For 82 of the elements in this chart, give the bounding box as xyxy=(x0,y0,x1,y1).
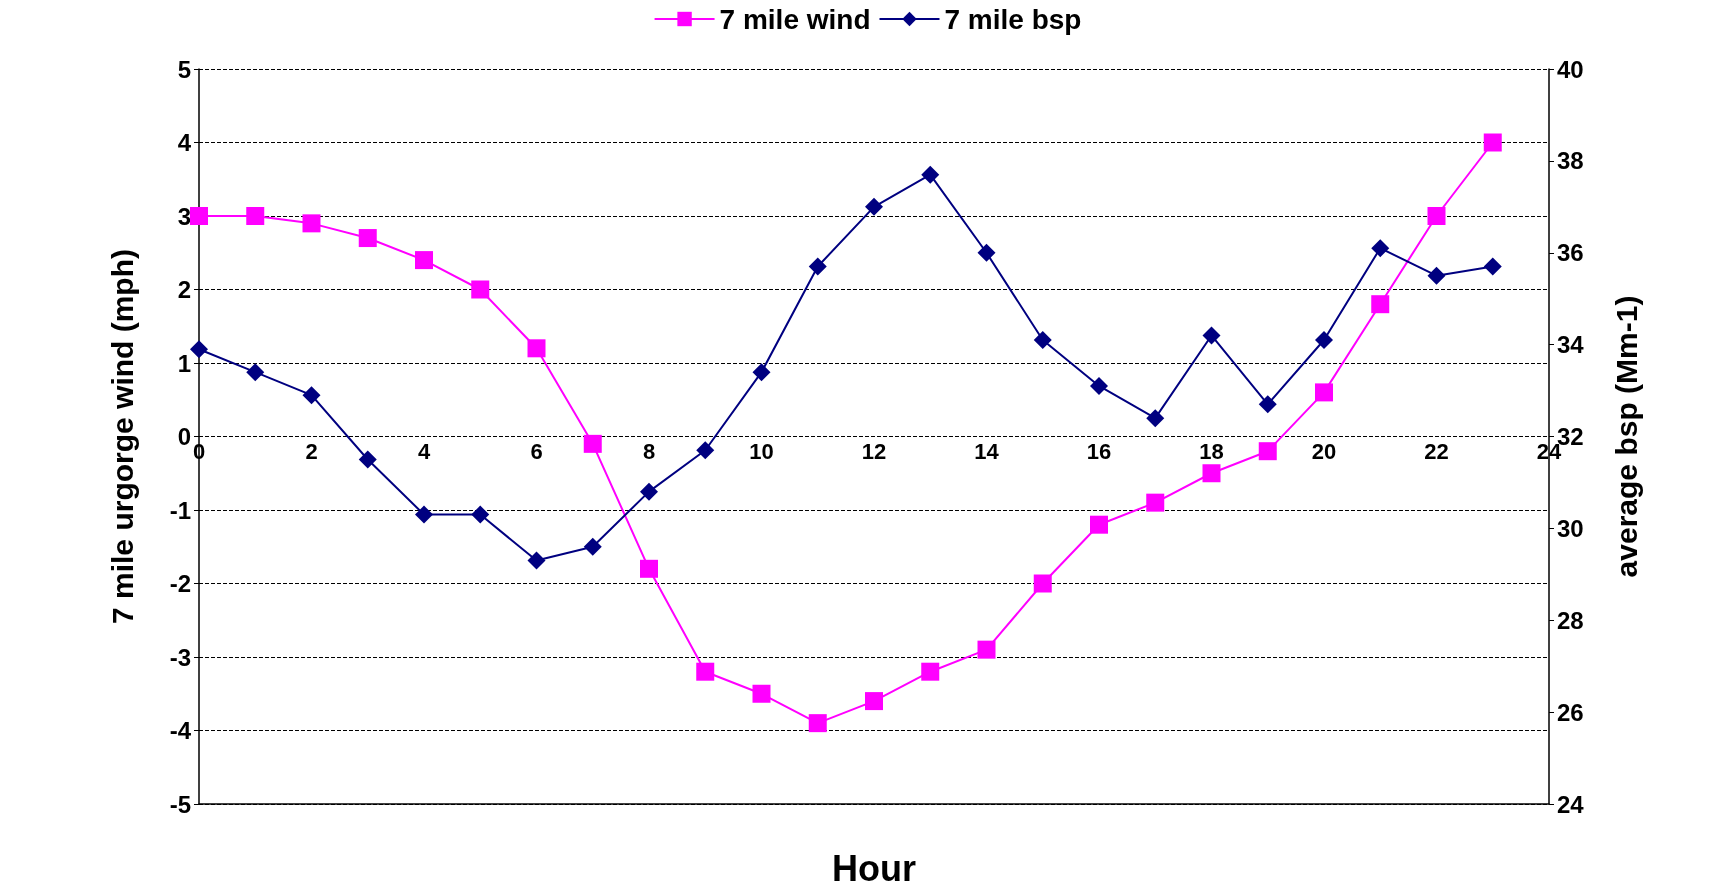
y2-tick-label: 30 xyxy=(1557,514,1584,542)
y-axis-title: 7 mile urgorge wind (mph) xyxy=(105,248,139,625)
y2-tick-label: 40 xyxy=(1557,55,1584,83)
point xyxy=(1146,409,1165,428)
x-tick-label: 14 xyxy=(974,439,1000,464)
y-tick-label: 2 xyxy=(177,276,191,303)
x-tick-label: 16 xyxy=(1086,439,1112,464)
point xyxy=(1483,257,1502,276)
y2-axis-title: average bsp (Mm-1) xyxy=(1609,295,1643,578)
point xyxy=(977,640,996,659)
point xyxy=(808,257,827,276)
point xyxy=(921,662,940,681)
point xyxy=(752,684,771,703)
x-tick-label: 8 xyxy=(642,439,656,464)
y-tick-label: 3 xyxy=(177,202,191,230)
y2-tick-label: 24 xyxy=(1557,790,1585,818)
point xyxy=(190,340,208,359)
y-tick-label: -4 xyxy=(169,717,192,744)
point xyxy=(752,363,771,382)
point xyxy=(1371,295,1390,314)
point xyxy=(640,559,658,578)
x-tick-label: 2 xyxy=(305,439,318,464)
legend-label: 7 mile bsp xyxy=(944,3,1082,35)
point xyxy=(1033,574,1052,593)
y2-tick-label: 28 xyxy=(1557,606,1584,634)
point xyxy=(1202,326,1221,345)
point xyxy=(1371,239,1390,258)
point xyxy=(302,214,321,233)
legend-label: 7 mile wind xyxy=(719,3,871,35)
point xyxy=(865,197,883,216)
x-tick-label: 22 xyxy=(1424,439,1449,464)
x-tick-label: 20 xyxy=(1311,439,1337,464)
point xyxy=(865,692,883,711)
point xyxy=(1090,376,1108,395)
y2-tick-label: 36 xyxy=(1557,239,1584,267)
point xyxy=(808,714,827,733)
point xyxy=(246,207,265,225)
point xyxy=(583,434,602,453)
point xyxy=(921,165,940,184)
point xyxy=(302,386,321,405)
y-tick-label: 5 xyxy=(177,55,191,83)
point xyxy=(583,537,602,556)
point xyxy=(246,363,265,382)
point xyxy=(358,450,377,469)
point xyxy=(471,505,490,524)
y2-tick-label: 34 xyxy=(1557,331,1585,359)
point xyxy=(1146,493,1165,512)
point xyxy=(527,551,546,570)
point xyxy=(1483,133,1502,152)
point xyxy=(1427,207,1446,225)
x-tick-label: 12 xyxy=(861,439,887,464)
point xyxy=(415,505,433,524)
point xyxy=(640,482,658,501)
x-tick-label: 4 xyxy=(417,439,431,464)
y2-tick-label: 38 xyxy=(1557,147,1584,175)
point xyxy=(1033,331,1052,350)
y2-tick-label: 26 xyxy=(1557,698,1584,726)
point xyxy=(977,243,996,262)
point xyxy=(415,251,433,270)
point xyxy=(1315,331,1333,350)
point xyxy=(696,662,715,681)
x-tick-label: 10 xyxy=(749,439,774,464)
y-tick-label: 1 xyxy=(177,349,191,377)
y-tick-label: -5 xyxy=(169,790,191,818)
point xyxy=(696,441,715,460)
point xyxy=(358,229,377,248)
y-tick-label: -2 xyxy=(169,570,191,597)
x-tick-label: 6 xyxy=(530,439,543,464)
x-tick-label: 18 xyxy=(1199,439,1224,464)
point xyxy=(471,280,490,299)
point xyxy=(190,207,208,225)
point xyxy=(1258,442,1277,461)
point xyxy=(1427,266,1446,285)
point xyxy=(527,339,546,358)
point xyxy=(1202,464,1221,483)
x-axis-title: Hour xyxy=(832,847,916,889)
point xyxy=(1258,395,1277,414)
y-tick-label: 4 xyxy=(177,129,192,156)
point xyxy=(1315,383,1333,402)
point xyxy=(1090,515,1108,534)
y-tick-label: -1 xyxy=(169,496,191,524)
y-tick-label: -3 xyxy=(169,643,191,671)
